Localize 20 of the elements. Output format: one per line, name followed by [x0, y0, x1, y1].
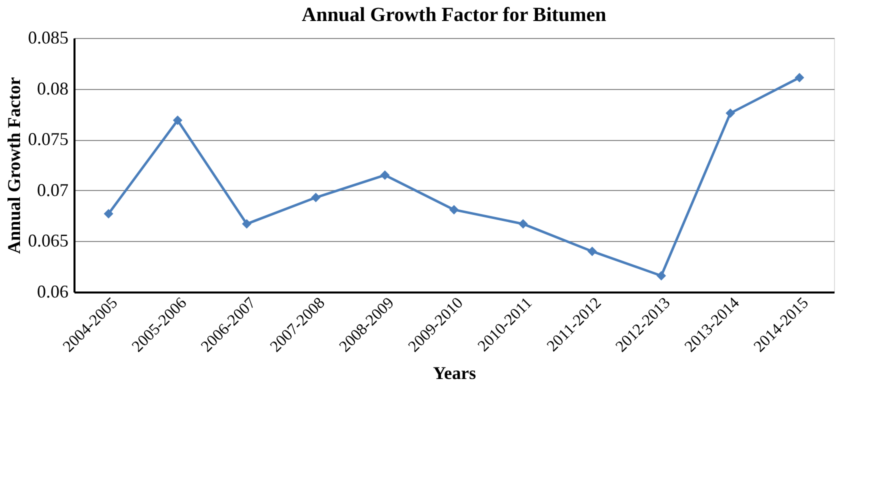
y-axis-title: Annual Growth Factor — [4, 77, 24, 254]
point — [380, 170, 390, 180]
point — [449, 204, 459, 214]
point — [726, 108, 736, 118]
point — [656, 271, 666, 280]
y-tick-label: 0.075 — [28, 129, 68, 150]
y-tick-label: 0.07 — [37, 180, 68, 200]
y-tick-label: 0.085 — [28, 28, 68, 48]
point — [311, 192, 321, 202]
x-axis-title: Years — [433, 362, 476, 383]
point — [518, 219, 528, 229]
y-tick-label: 0.06 — [37, 282, 68, 302]
point — [587, 246, 597, 256]
point — [172, 116, 182, 126]
point — [104, 209, 114, 219]
y-tick-label: 0.065 — [28, 230, 68, 251]
y-tick-label: 0.08 — [37, 78, 68, 98]
chart-title: Annual Growth Factor for Bitumen — [302, 4, 606, 26]
point — [242, 219, 252, 229]
point — [794, 72, 804, 82]
